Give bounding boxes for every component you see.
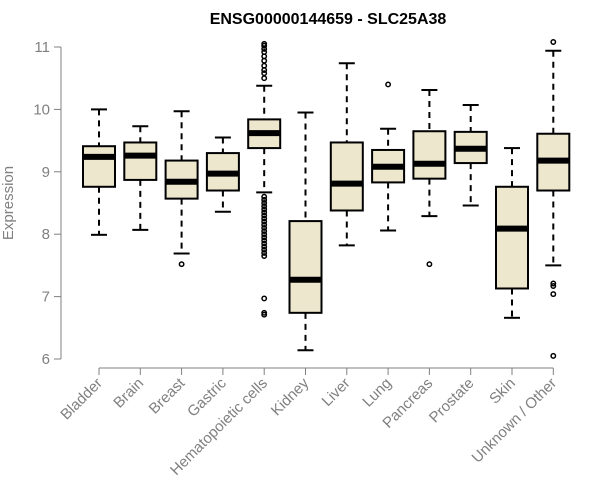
outlier-point — [261, 193, 268, 200]
box-breast — [164, 110, 199, 268]
iqr-box — [82, 145, 116, 188]
outlier-point — [261, 215, 268, 222]
outlier-point — [426, 261, 433, 268]
iqr-box — [412, 130, 447, 180]
x-tick-label: Brain — [110, 375, 147, 412]
outlier-point — [261, 231, 268, 238]
box-lung — [371, 81, 406, 232]
box-unknown-other — [536, 39, 571, 359]
outlier-point — [261, 218, 268, 225]
outlier-point — [261, 243, 268, 250]
chart-title: ENSG00000144659 - SLC25A38 — [210, 11, 447, 28]
x-tick-label: Prostate — [426, 375, 478, 427]
y-tick-label: 8 — [42, 226, 50, 243]
outlier-point — [261, 203, 268, 210]
y-axis-label: Expression — [0, 166, 17, 240]
outlier-point — [261, 209, 268, 216]
outlier-point — [261, 234, 268, 241]
outlier-point — [261, 249, 268, 256]
box-brain — [123, 125, 158, 231]
iqr-box — [123, 141, 158, 181]
outlier-point — [178, 261, 185, 268]
box-hematopoietic-cells — [247, 40, 282, 318]
outlier-point — [261, 196, 268, 203]
outlier-point — [261, 240, 268, 247]
outlier-point — [550, 283, 557, 289]
outlier-point — [261, 225, 268, 231]
outlier-point — [261, 70, 268, 77]
outlier-point — [385, 81, 392, 88]
outlier-point — [261, 75, 268, 82]
outlier-point — [261, 246, 268, 253]
outlier-point — [261, 253, 268, 259]
outlier-point — [261, 311, 268, 318]
y-tick-label: 11 — [34, 39, 50, 56]
outlier-point — [261, 62, 268, 69]
x-tick-label: Kidney — [268, 374, 313, 419]
x-tick-label: Breast — [146, 374, 189, 417]
iqr-box — [288, 220, 323, 314]
outlier-point — [261, 295, 268, 302]
boxes-group — [82, 39, 571, 359]
outlier-point — [261, 206, 268, 213]
outlier-point — [261, 200, 268, 206]
box-gastric — [205, 136, 240, 213]
y-tick-label: 9 — [42, 164, 50, 181]
box-skin — [495, 147, 529, 319]
box-liver — [329, 62, 364, 247]
y-axis: 6 7 8 9 10 11 — [33, 39, 62, 368]
box-prostate — [453, 104, 488, 207]
x-tick-label: Bladder — [57, 375, 106, 424]
outlier-point — [261, 237, 268, 244]
x-tick-label: Skin — [486, 375, 519, 408]
outlier-point — [261, 221, 268, 228]
outlier-point — [550, 291, 557, 298]
box-pancreas — [412, 89, 447, 268]
y-tick-label: 10 — [33, 101, 50, 118]
outlier-point — [261, 40, 268, 47]
x-tick-label: Lung — [359, 375, 395, 411]
outlier-point — [261, 49, 268, 55]
y-tick-label: 6 — [42, 351, 50, 368]
iqr-box — [329, 141, 364, 212]
outlier-point — [261, 228, 268, 235]
box-kidney — [288, 111, 323, 352]
x-tick-label: Liver — [319, 375, 354, 410]
outlier-point — [550, 39, 557, 45]
outlier-point — [550, 280, 557, 287]
iqr-box — [495, 185, 529, 290]
y-tick-label: 7 — [42, 289, 50, 306]
outlier-point — [550, 352, 557, 359]
outlier-point — [261, 212, 268, 219]
box-bladder — [82, 108, 116, 236]
